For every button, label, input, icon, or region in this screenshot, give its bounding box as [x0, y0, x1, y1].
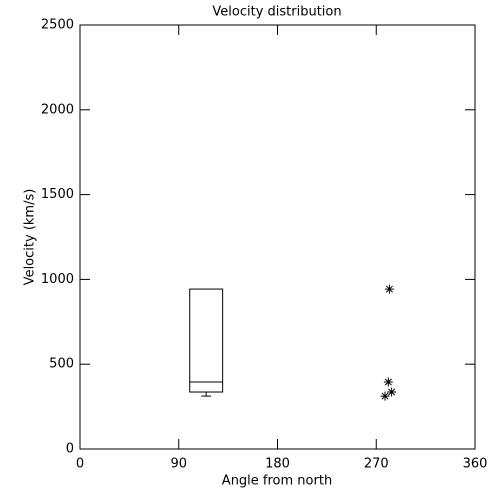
x-axis-label: Angle from north	[222, 474, 332, 489]
chart-title: Velocity distribution	[212, 5, 341, 20]
point	[387, 387, 397, 397]
y-tick-label: 1500	[41, 187, 74, 202]
point	[383, 377, 393, 387]
y-tick-label: 1000	[41, 272, 74, 287]
x-tick-label: 0	[76, 457, 84, 472]
y-tick-label: 2500	[41, 18, 74, 33]
y-tick-label: 0	[66, 442, 74, 457]
x-tick-label: 360	[463, 457, 488, 472]
y-axis-label: Velocity (km/s)	[23, 189, 38, 286]
plot-frame	[79, 24, 476, 450]
point	[384, 284, 394, 294]
y-tick-label: 500	[49, 357, 74, 372]
x-tick-label: 270	[364, 457, 389, 472]
point	[380, 391, 390, 401]
x-tick-label: 180	[265, 457, 290, 472]
box	[189, 288, 224, 393]
x-tick-label: 90	[170, 457, 187, 472]
y-tick-label: 2000	[41, 102, 74, 117]
